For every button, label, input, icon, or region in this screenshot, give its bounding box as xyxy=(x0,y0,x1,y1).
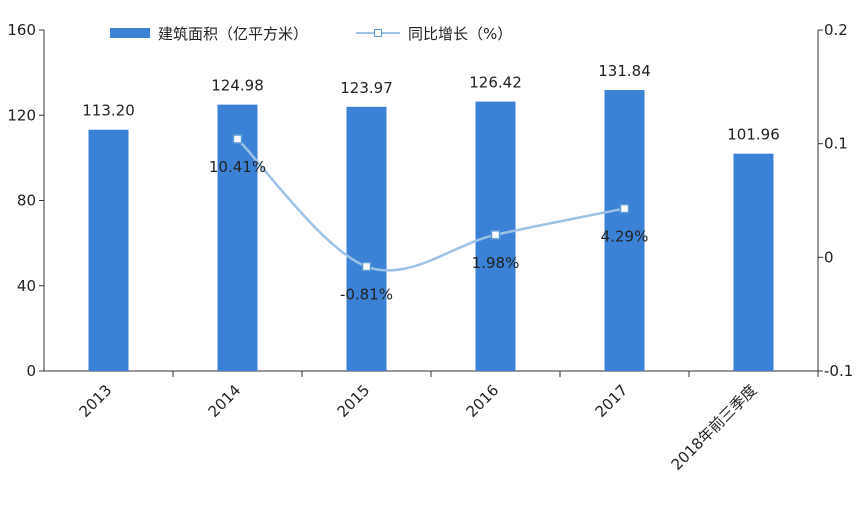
bar xyxy=(604,90,645,372)
legend-item-bar: 建筑面积（亿平方米） xyxy=(110,23,308,44)
line-value-label: 1.98% xyxy=(472,254,520,272)
growth-line xyxy=(236,138,625,272)
legend-line-label: 同比增长（%） xyxy=(408,24,513,43)
x-tick-label: 2017 xyxy=(592,381,632,421)
axes: 0 40 80 120 160 -0.1 0 0.1 0.2 2013 2014 2015 2016 20… xyxy=(7,21,853,474)
line-point xyxy=(490,230,501,240)
bar-value-label: 124.98 xyxy=(211,77,264,95)
legend-bar-swatch xyxy=(110,28,150,38)
bar-value-label: 126.42 xyxy=(469,74,522,92)
legend-line-swatch xyxy=(356,27,401,39)
line-series xyxy=(232,134,630,272)
left-tick-label: 120 xyxy=(7,106,36,124)
bar-value-label: 131.84 xyxy=(598,62,651,80)
x-tick-label: 2014 xyxy=(205,381,245,421)
right-tick-label: -0.1 xyxy=(824,362,853,380)
x-tick-label: 2016 xyxy=(463,381,503,421)
left-tick-label: 80 xyxy=(17,192,36,210)
x-tick-label: 2018年前三季度 xyxy=(668,381,761,474)
right-tick-label: 0.2 xyxy=(824,21,848,39)
bar xyxy=(346,106,387,371)
line-point xyxy=(361,261,372,272)
legend-bar-label: 建筑面积（亿平方米） xyxy=(158,24,309,43)
data-labels: 113.20 124.98 123.97 126.42 131.84 101.96 10.4… xyxy=(82,62,780,304)
line-point xyxy=(232,134,243,144)
line-value-label: 4.29% xyxy=(601,228,649,246)
right-tick-label: 0 xyxy=(824,248,834,266)
bar xyxy=(733,153,774,371)
bar xyxy=(88,129,129,371)
line-point xyxy=(619,203,630,214)
left-tick-label: 160 xyxy=(7,21,36,39)
line-value-label: 10.41% xyxy=(209,158,266,176)
x-tick-label: 2015 xyxy=(334,381,374,421)
left-tick-label: 40 xyxy=(17,277,36,295)
legend: 建筑面积（亿平方米） 同比增长（%） xyxy=(110,22,560,44)
bar-value-label: 101.96 xyxy=(727,126,780,144)
line-value-label: -0.81% xyxy=(340,286,393,304)
right-tick-label: 0.1 xyxy=(824,135,848,153)
bar-value-label: 113.20 xyxy=(82,102,135,120)
legend-item-line: 同比增长（%） xyxy=(356,23,512,44)
x-tick-label: 2013 xyxy=(76,381,116,421)
bar-value-label: 123.97 xyxy=(340,79,393,97)
left-tick-label: 0 xyxy=(26,362,36,380)
bar xyxy=(217,104,258,371)
bar-series xyxy=(88,90,774,372)
